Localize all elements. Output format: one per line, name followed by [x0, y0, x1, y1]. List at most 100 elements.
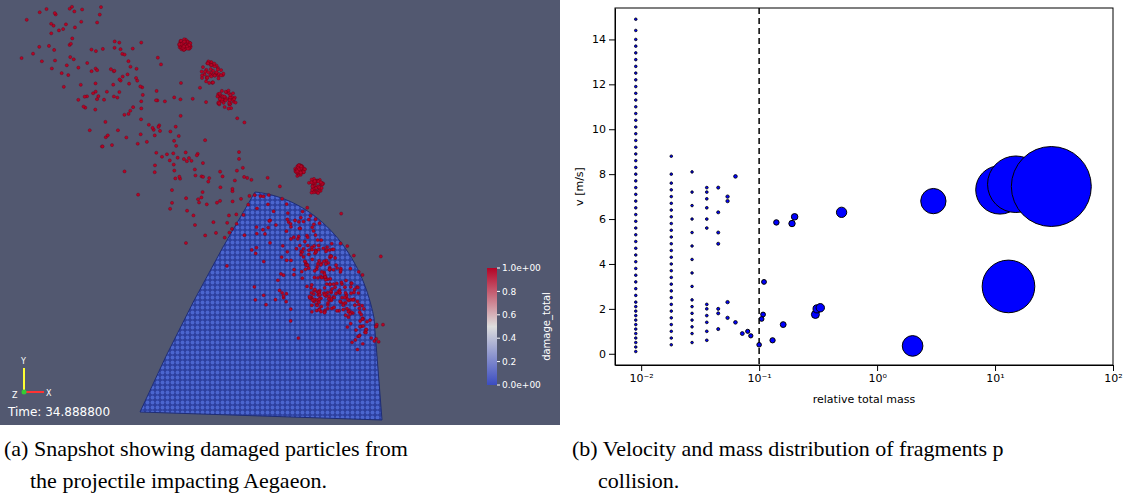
particle — [206, 62, 209, 65]
particle — [356, 348, 359, 351]
particle — [338, 291, 341, 294]
particle — [94, 108, 97, 111]
particle — [83, 95, 86, 98]
particle — [302, 170, 305, 173]
particle — [357, 291, 360, 294]
particle — [311, 258, 314, 261]
particle — [218, 97, 221, 100]
particle — [165, 153, 168, 156]
particle — [302, 247, 305, 250]
point — [836, 207, 846, 217]
y-tick-mark — [609, 174, 615, 175]
particle — [62, 85, 65, 88]
point — [634, 92, 637, 95]
particle — [361, 317, 364, 320]
point — [691, 312, 694, 315]
particle — [206, 76, 209, 79]
particle — [169, 130, 172, 133]
particle — [94, 90, 97, 93]
x-tick: 10² — [1104, 365, 1122, 385]
particle — [285, 300, 288, 303]
particle — [183, 40, 186, 43]
point — [726, 316, 729, 319]
particle — [323, 293, 326, 296]
particle — [131, 47, 134, 50]
particle — [311, 299, 314, 302]
particle — [285, 259, 288, 262]
particle — [289, 237, 292, 240]
particle — [106, 134, 109, 137]
y-tick-label: 12 — [592, 78, 606, 91]
particle — [169, 207, 172, 210]
plot-background — [615, 8, 1113, 365]
particle — [210, 75, 213, 78]
particle — [285, 292, 288, 295]
point — [691, 341, 694, 344]
point — [634, 350, 637, 353]
point — [670, 323, 673, 326]
particle — [113, 46, 116, 49]
particle — [333, 296, 336, 299]
particle — [250, 178, 253, 181]
particle — [292, 268, 295, 271]
point — [705, 206, 708, 209]
point — [634, 45, 637, 48]
particle — [217, 77, 220, 80]
point — [705, 303, 708, 306]
point — [634, 287, 637, 290]
particle — [196, 198, 199, 201]
point — [726, 300, 729, 303]
particle — [343, 296, 346, 299]
particle — [318, 298, 321, 301]
point — [634, 29, 637, 32]
particle — [201, 161, 204, 164]
y-tick-mark — [609, 129, 615, 130]
point — [670, 242, 673, 245]
particle — [289, 319, 292, 322]
particle — [153, 134, 156, 137]
point — [670, 216, 673, 219]
point — [757, 342, 762, 347]
y-tick-label: 0 — [599, 348, 606, 361]
particle — [267, 193, 270, 196]
particle — [349, 322, 352, 325]
particle — [365, 320, 368, 323]
time-label: Time: 34.888800 — [7, 405, 110, 419]
colorbar-tick — [497, 268, 500, 269]
particle — [101, 145, 104, 148]
point — [670, 222, 673, 225]
particle — [214, 231, 217, 234]
particle — [299, 253, 302, 256]
particle — [330, 291, 333, 294]
particle — [228, 99, 231, 102]
particle — [298, 244, 301, 247]
particle — [210, 63, 213, 66]
particle — [330, 287, 333, 290]
particle — [243, 175, 246, 178]
point — [634, 159, 637, 162]
y-tick: 14 — [592, 33, 615, 46]
particle — [324, 262, 327, 265]
particle — [296, 237, 299, 240]
y-tick: 4 — [599, 258, 615, 271]
particle — [254, 252, 257, 255]
particle — [328, 283, 331, 286]
particle — [155, 151, 158, 154]
y-axis: 02468101214 — [592, 9, 616, 366]
particle — [358, 334, 361, 337]
caption: the projectile impacting Aegaeon. — [30, 468, 327, 493]
particle — [298, 227, 301, 230]
colorbar-title: damage_total — [541, 292, 553, 361]
point — [670, 317, 673, 320]
particle — [306, 236, 309, 239]
particle — [209, 67, 212, 70]
particle — [218, 92, 221, 95]
particle — [301, 210, 304, 213]
particle — [264, 303, 267, 306]
particle — [178, 43, 181, 46]
particle — [353, 304, 356, 307]
particle — [312, 229, 315, 232]
particle — [73, 10, 76, 13]
particle — [116, 129, 119, 132]
particle — [207, 180, 210, 183]
